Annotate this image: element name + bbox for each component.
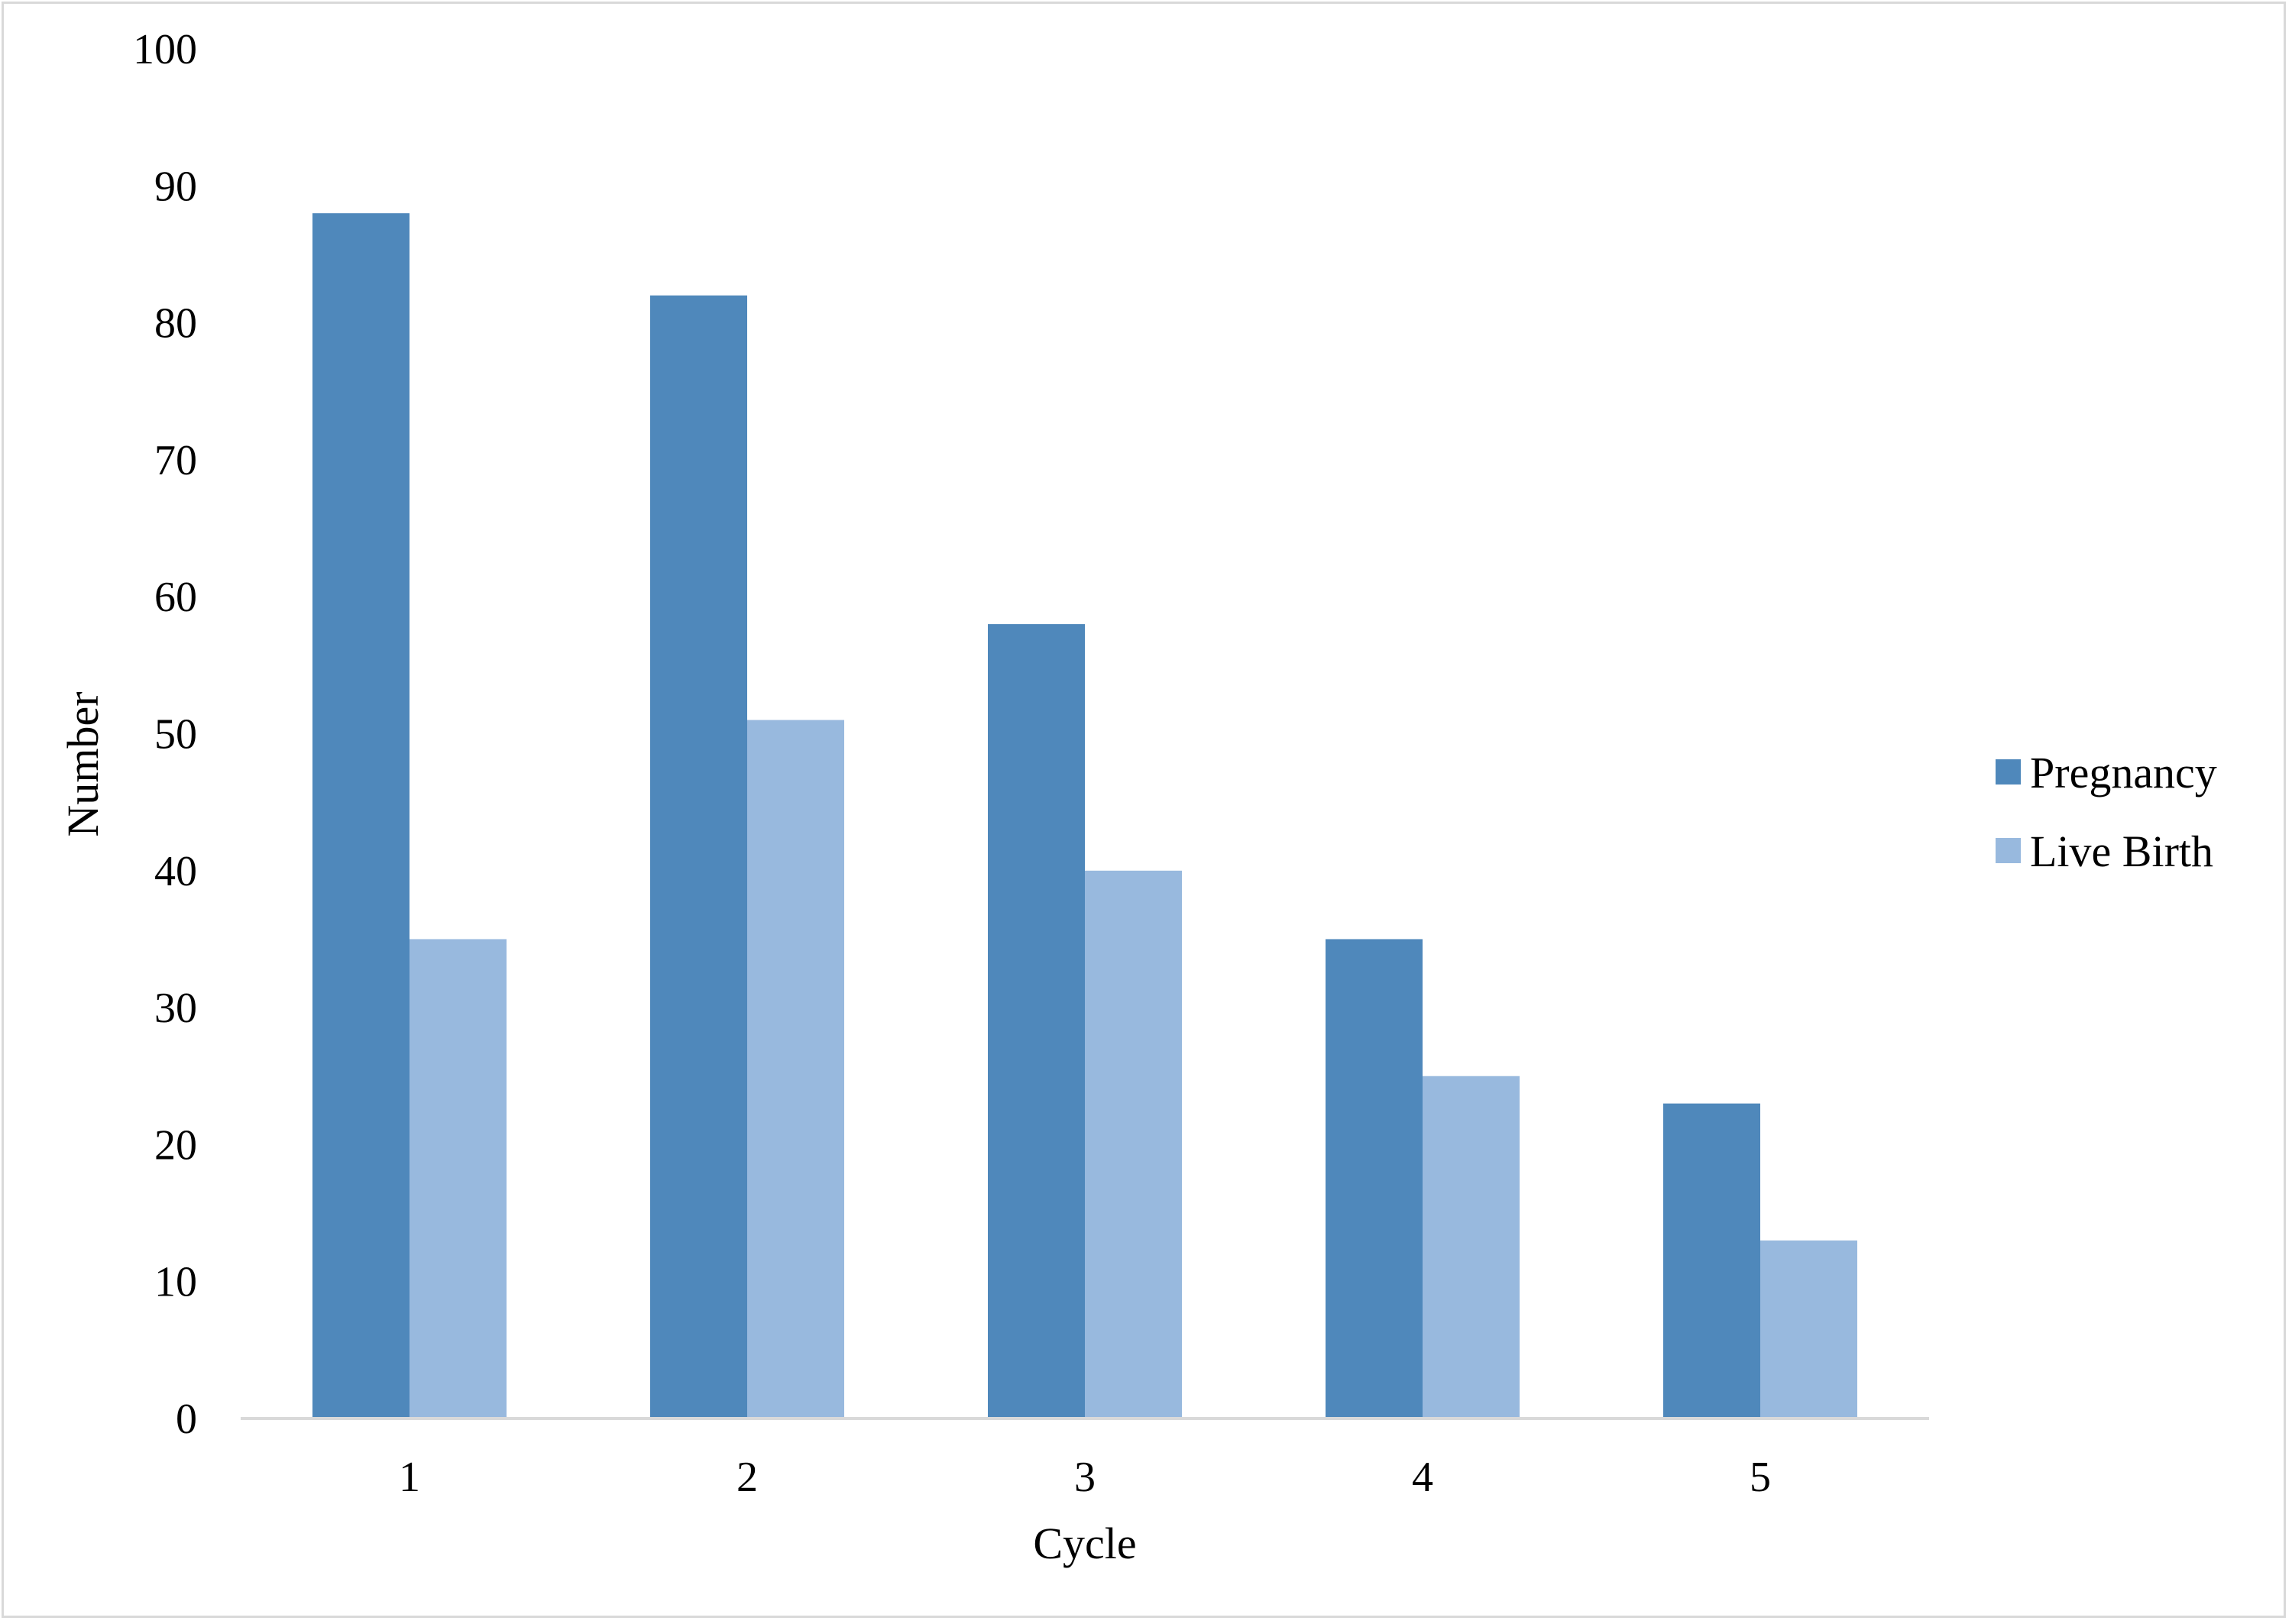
- x-tick-label: 2: [736, 1454, 758, 1501]
- bar-live-birth-cycle-4: [1423, 1076, 1520, 1419]
- x-axis-title: Cycle: [1033, 1519, 1136, 1568]
- bar-pregnancy-cycle-1: [312, 213, 410, 1419]
- bar-live-birth-cycle-2: [747, 720, 844, 1419]
- bar-pregnancy-cycle-3: [988, 624, 1085, 1419]
- bar-pregnancy-cycle-4: [1326, 939, 1423, 1419]
- y-tick-label: 80: [154, 300, 197, 348]
- legend: Pregnancy Live Birth: [1996, 748, 2217, 876]
- bar-live-birth-cycle-1: [410, 939, 507, 1419]
- x-tick-label: 3: [1074, 1454, 1096, 1501]
- y-axis-tick-labels: 0 10 20 30 40 50 60 70 80 90 100: [133, 26, 197, 1443]
- legend-label-pregnancy: Pregnancy: [2030, 748, 2217, 797]
- y-tick-label: 100: [133, 26, 197, 73]
- legend-swatch-pregnancy: [1996, 759, 2021, 785]
- x-axis-tick-labels: 1 2 3 4 5: [399, 1454, 1771, 1501]
- y-tick-label: 60: [154, 574, 197, 621]
- x-tick-label: 4: [1412, 1454, 1433, 1501]
- y-tick-label: 50: [154, 711, 197, 759]
- y-axis-title: Number: [58, 691, 108, 836]
- legend-swatch-live-birth: [1996, 838, 2021, 863]
- y-tick-label: 90: [154, 163, 197, 210]
- y-tick-label: 0: [176, 1396, 197, 1443]
- bars-layer: [312, 213, 1857, 1419]
- y-tick-label: 30: [154, 985, 197, 1032]
- bar-live-birth-cycle-3: [1085, 870, 1182, 1419]
- y-tick-label: 10: [154, 1259, 197, 1306]
- y-tick-label: 20: [154, 1121, 197, 1169]
- y-tick-label: 70: [154, 437, 197, 484]
- legend-label-live-birth: Live Birth: [2030, 827, 2213, 876]
- bar-pregnancy-cycle-2: [650, 295, 747, 1419]
- bar-live-birth-cycle-5: [1760, 1240, 1857, 1419]
- y-tick-label: 40: [154, 848, 197, 895]
- x-tick-label: 1: [399, 1454, 420, 1501]
- x-tick-label: 5: [1750, 1454, 1771, 1501]
- bar-pregnancy-cycle-5: [1663, 1103, 1760, 1419]
